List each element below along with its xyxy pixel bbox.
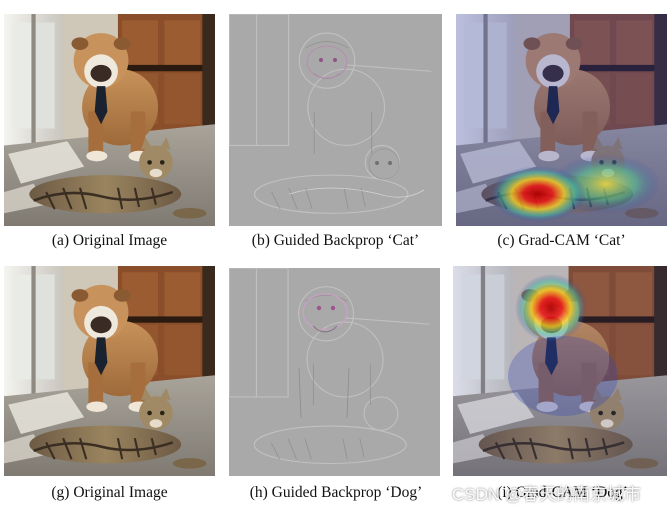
caption-i: (i) Grad-CAM ‘Dog’: [497, 484, 628, 501]
caption-g: (g) Original Image: [51, 484, 168, 501]
image-guided-backprop-cat: [229, 14, 442, 226]
watermark-text: CSDN @春天的南京城市: [452, 485, 642, 504]
caption-h: (h) Guided Backprop ‘Dog’: [249, 484, 423, 501]
image-grad-cam-dog: [453, 266, 667, 476]
image-grad-cam-cat: [456, 14, 667, 226]
caption-c: (c) Grad-CAM ‘Cat’: [497, 232, 626, 249]
image-original-cat: [4, 14, 215, 226]
caption-a: (a) Original Image: [51, 232, 168, 249]
image-original-dog: [4, 266, 215, 476]
caption-b: (b) Guided Backprop ‘Cat’: [251, 232, 420, 249]
image-guided-backprop-dog: [229, 268, 440, 476]
